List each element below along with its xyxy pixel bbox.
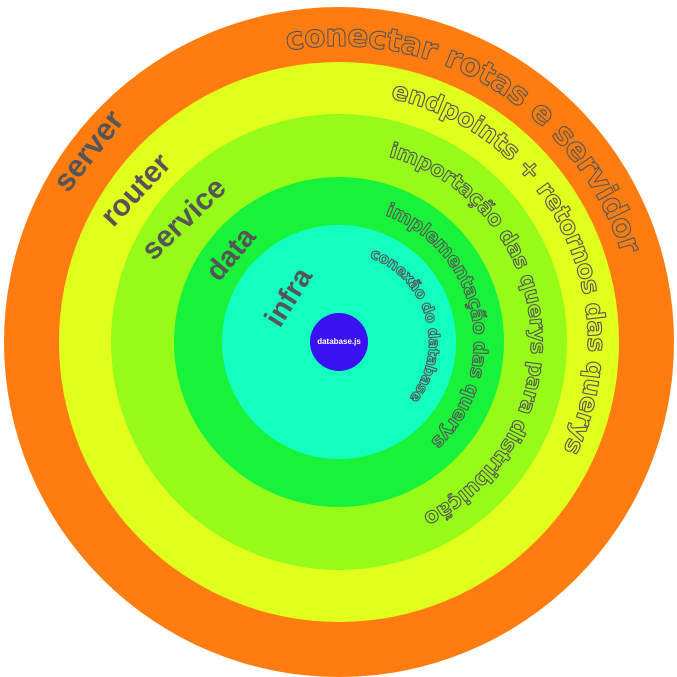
core-circle [310,313,368,371]
core-node: database.js [310,313,368,371]
core-label: database.js [317,337,361,346]
